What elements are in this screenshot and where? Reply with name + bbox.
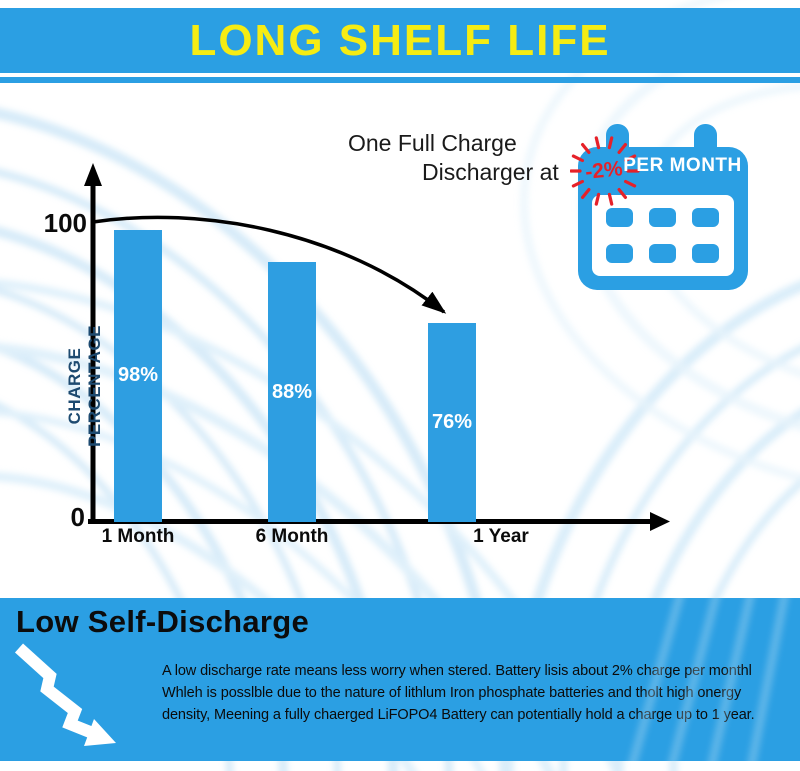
x-tick-1-year: 1 Year xyxy=(473,526,529,547)
footer-streaks-decoration xyxy=(628,598,789,761)
annotation-line-2: Discharger at xyxy=(422,159,559,185)
calendar-page xyxy=(592,195,734,276)
x-tick-1-month: 1 Month xyxy=(101,526,175,547)
bar-1-month: 98% xyxy=(114,229,162,522)
bar-3-value-label: 76% xyxy=(431,410,473,433)
bar-1-year: 76% xyxy=(428,322,476,522)
bar-6-month: 88% xyxy=(268,262,316,522)
annotation-line-1: One Full Charge xyxy=(348,130,517,156)
page-title: LONG SHELF LIFE xyxy=(189,15,611,65)
x-tick-6-month: 6 Month xyxy=(255,526,329,547)
bar-2-value-label: 88% xyxy=(271,380,313,403)
per-month-label: PER MONTH xyxy=(623,155,742,176)
footer-section: Low Self-Discharge A low discharge rate … xyxy=(0,598,800,761)
header-accent-stripe xyxy=(0,77,800,83)
header-banner: LONG SHELF LIFE xyxy=(0,8,800,73)
footer-paragraph-line-2: Whleh is posslble due to the nature of l… xyxy=(162,685,742,701)
footer-paragraph: A low discharge rate means less worry wh… xyxy=(162,660,755,726)
y-axis-title: CHARGE PERCENTAGE xyxy=(65,325,104,447)
discharge-curve-arrow xyxy=(92,215,447,314)
bar-1-value-label: 98% xyxy=(117,364,159,387)
y-tick-100: 100 xyxy=(43,208,87,238)
footer-paragraph-line-3: density, Meening a fully chaerged LiFOPO… xyxy=(162,707,755,723)
discharge-burst-icon xyxy=(570,136,640,206)
y-tick-0: 0 xyxy=(70,502,85,532)
downtrend-zigzag-arrow-icon xyxy=(14,643,116,746)
x-axis-arrowhead xyxy=(650,512,670,531)
calendar-date-cells xyxy=(606,208,719,263)
footer-paragraph-line-1: A low discharge rate means less worry wh… xyxy=(162,663,752,679)
calendar-icon xyxy=(570,124,748,290)
y-axis-arrowhead xyxy=(84,163,102,186)
footer-heading: Low Self-Discharge xyxy=(16,604,310,639)
